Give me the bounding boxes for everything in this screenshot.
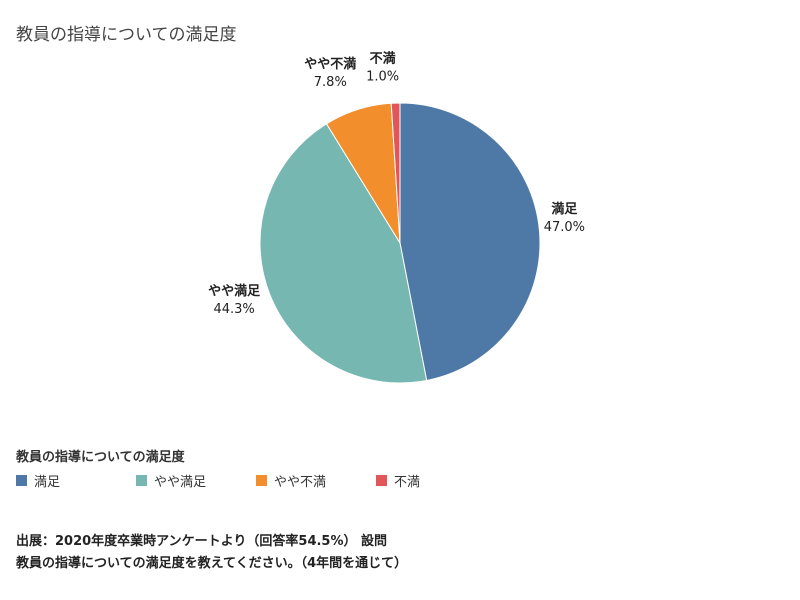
legend-swatch xyxy=(256,475,267,486)
slice-label-name: やや満足 xyxy=(208,283,261,299)
legend-swatch xyxy=(136,475,147,486)
footnote-source: 出展：2020年度卒業時アンケートより（回答率54.5%） 設問 xyxy=(16,534,388,549)
slice-label-value: 44.3% xyxy=(213,302,254,317)
legend-item-satisfied[interactable]: 満足 xyxy=(16,471,60,490)
slice-label-name: やや不満 xyxy=(304,56,356,72)
legend-items: 満足 やや満足 やや不満 不満 xyxy=(16,471,456,490)
legend-item-dissatisfied[interactable]: 不満 xyxy=(376,471,420,490)
pie-slice[interactable] xyxy=(259,123,428,384)
slice-label-value: 7.8% xyxy=(314,75,347,90)
legend-title: 教員の指導についての満足度 xyxy=(16,450,185,465)
legend-swatch xyxy=(376,475,387,486)
legend: 教員の指導についての満足度 満足 やや満足 やや不満 不満 xyxy=(16,446,456,490)
legend-label: 満足 xyxy=(34,475,61,490)
legend-item-somewhat-dissatisfied[interactable]: やや不満 xyxy=(256,471,326,490)
legend-label: 不満 xyxy=(394,475,421,490)
footnote-question: 教員の指導についての満足度を教えてください。（4年間を通じて） xyxy=(16,556,408,571)
slice-label-value: 47.0% xyxy=(544,220,585,235)
legend-label: やや満足 xyxy=(154,475,207,490)
legend-item-somewhat-satisfied[interactable]: やや満足 xyxy=(136,471,206,490)
slice-label-value: 1.0% xyxy=(366,69,399,84)
pie-slice[interactable] xyxy=(390,102,401,244)
slice-label-name: 満足 xyxy=(551,201,578,217)
footnote: 出展：2020年度卒業時アンケートより（回答率54.5%） 設問 教員の指導につ… xyxy=(16,531,407,575)
pie-slice[interactable] xyxy=(399,102,541,382)
chart-title: 教員の指導についての満足度 xyxy=(16,25,237,45)
slice-label-name: 不満 xyxy=(370,50,396,66)
legend-swatch xyxy=(16,475,27,486)
legend-label: やや不満 xyxy=(274,475,327,490)
